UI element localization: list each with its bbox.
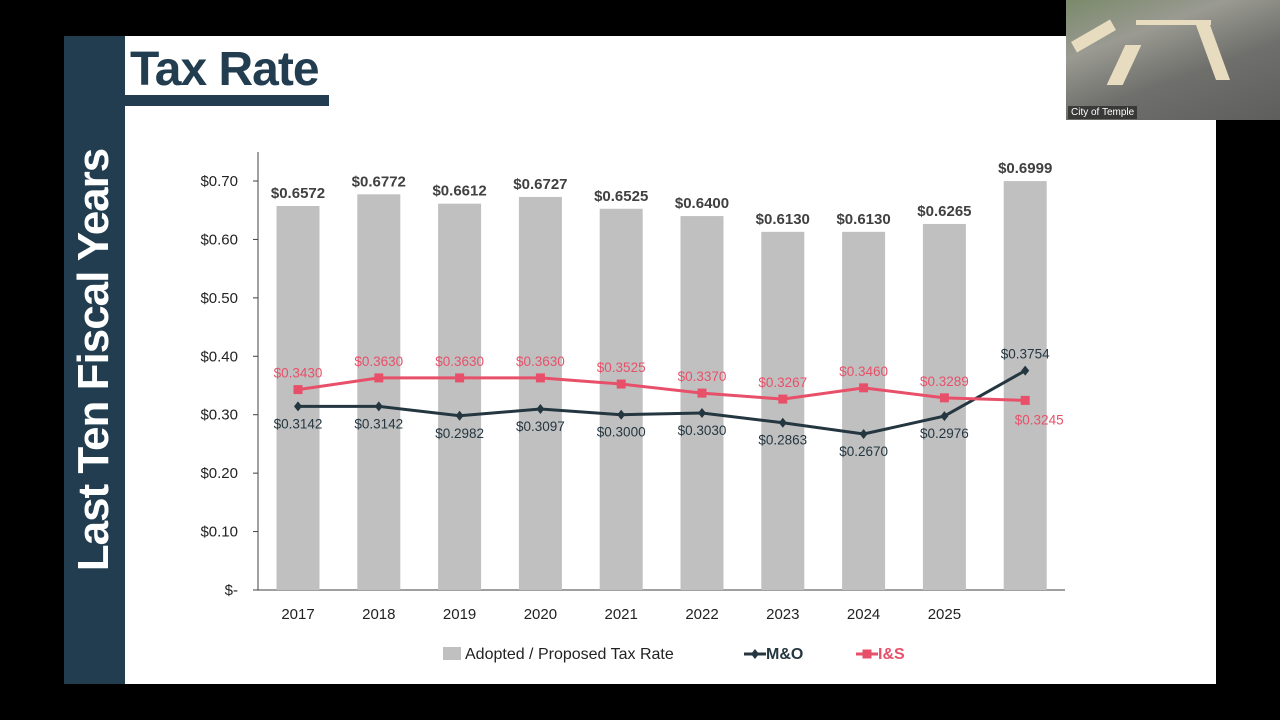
bar-label: $0.6265 [917, 203, 971, 220]
legend-label: M&O [766, 646, 803, 663]
point-marker [293, 385, 303, 395]
x-tick-label: 2024 [847, 606, 880, 623]
line-label: $0.3754 [1001, 347, 1050, 362]
x-tick-label: 2023 [766, 606, 799, 623]
line-label: $0.3630 [516, 354, 565, 369]
legend-label: I&S [878, 646, 905, 663]
y-tick-label: $- [225, 582, 238, 599]
legend-marker [751, 649, 759, 659]
bar-label: $0.6772 [352, 173, 406, 190]
point-marker [697, 388, 707, 398]
x-tick-label: 2018 [362, 606, 395, 623]
point-marker [778, 394, 788, 404]
point-marker [455, 410, 464, 421]
y-tick-label: $0.50 [200, 290, 238, 307]
point-marker [1021, 365, 1030, 376]
y-tick-label: $0.40 [200, 348, 238, 365]
line-mo [298, 369, 1026, 436]
title-underline [125, 95, 329, 106]
line-label: $0.2670 [839, 444, 888, 459]
point-marker [455, 373, 465, 383]
slide-title: Tax Rate [130, 43, 320, 96]
bar [438, 203, 482, 590]
point-marker [294, 401, 302, 412]
bar-label: $0.6612 [432, 183, 486, 200]
point-marker [859, 428, 868, 439]
line-label: $0.3030 [678, 423, 727, 438]
bar [680, 216, 724, 591]
line-label: $0.2863 [758, 433, 807, 448]
side-banner [64, 36, 125, 684]
x-tick-label: 2025 [928, 606, 961, 623]
y-tick-label: $0.70 [200, 173, 238, 190]
point-marker [374, 401, 383, 412]
line-label: $0.3370 [678, 369, 727, 384]
line-label: $0.3630 [435, 354, 484, 369]
point-marker [374, 373, 384, 383]
point-marker [778, 417, 787, 428]
point-marker [859, 383, 869, 393]
point-marker [1020, 395, 1030, 405]
x-tick-label: 2021 [605, 606, 638, 623]
point-marker [535, 373, 545, 383]
line-label: $0.3142 [274, 416, 323, 431]
x-tick-label: 2020 [524, 606, 557, 623]
y-tick-label: $0.60 [200, 231, 238, 248]
legend-swatch-bar [443, 647, 461, 660]
bar [842, 231, 886, 590]
legend-marker [862, 649, 872, 659]
bar-label: $0.6999 [998, 160, 1052, 177]
bar-label: $0.6130 [836, 211, 890, 228]
y-tick-label: $0.30 [200, 407, 238, 424]
bar [599, 208, 643, 590]
line-label: $0.3000 [597, 425, 646, 440]
bar-label: $0.6525 [594, 188, 648, 205]
line-label: $0.3142 [354, 416, 403, 431]
point-marker [940, 411, 949, 422]
line-label: $0.3630 [354, 354, 403, 369]
bar-label: $0.6400 [675, 195, 729, 212]
line-label: $0.3267 [758, 375, 807, 390]
line-is [297, 376, 1026, 402]
bar-label: $0.6572 [271, 185, 325, 202]
video-label: City of Temple [1068, 106, 1138, 119]
point-marker [939, 393, 949, 403]
point-marker [698, 407, 706, 418]
bar-label: $0.6727 [513, 176, 567, 193]
line-label: $0.2976 [920, 426, 969, 441]
bar [357, 194, 401, 590]
bar [761, 231, 805, 590]
line-label: $0.2982 [435, 426, 484, 441]
x-tick-label: 2017 [281, 606, 314, 623]
legend-label: Adopted / Proposed Tax Rate [465, 646, 674, 663]
line-label: $0.3097 [516, 419, 565, 434]
line-label: $0.3460 [839, 364, 888, 379]
x-tick-label: 2022 [685, 606, 718, 623]
line-label: $0.3245 [1015, 412, 1064, 427]
line-label: $0.3289 [920, 374, 969, 389]
bar-label: $0.6130 [756, 211, 810, 228]
point-marker [616, 379, 626, 389]
bar [276, 206, 320, 590]
bar [1003, 181, 1047, 591]
line-label: $0.3525 [597, 360, 646, 375]
y-tick-label: $0.20 [200, 465, 238, 482]
x-tick-label: 2019 [443, 606, 476, 623]
point-marker [617, 409, 626, 420]
bar [518, 196, 562, 591]
video-thumbnail[interactable]: City of Temple [1066, 0, 1280, 120]
point-marker [536, 404, 545, 415]
line-label: $0.3430 [274, 366, 323, 381]
y-tick-label: $0.10 [200, 524, 238, 541]
